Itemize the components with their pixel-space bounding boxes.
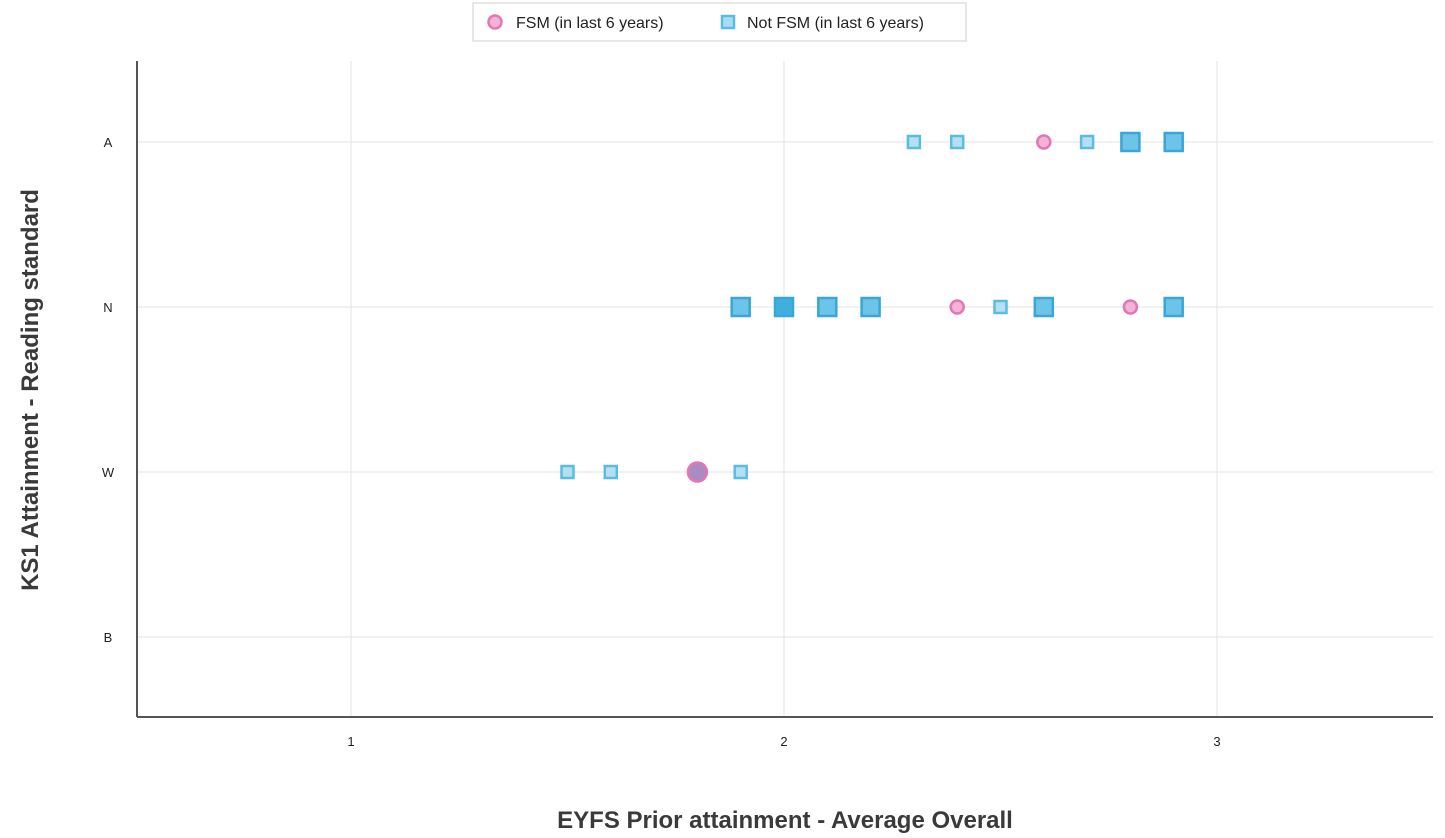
not-fsm-point bbox=[730, 296, 751, 318]
fsm-point bbox=[1122, 299, 1139, 315]
fsm-point bbox=[686, 461, 709, 483]
not-fsm-point bbox=[1033, 296, 1055, 318]
not-fsm-point bbox=[560, 464, 575, 480]
not-fsm-point bbox=[906, 134, 922, 150]
not-fsm-point bbox=[1163, 296, 1184, 318]
not-fsm-point bbox=[993, 299, 1008, 315]
legend-label-not-fsm: Not FSM (in last 6 years) bbox=[747, 15, 924, 32]
x-tick-label: 3 bbox=[1213, 734, 1220, 749]
not-fsm-point bbox=[860, 296, 881, 318]
y-axis-title: KS1 Attainment - Reading standard bbox=[17, 189, 44, 591]
y-tick-label: B bbox=[104, 630, 113, 645]
x-tick-label: 1 bbox=[347, 734, 354, 749]
tick-labels: 1 2 3 B W N A bbox=[102, 135, 1221, 749]
not-fsm-point bbox=[949, 134, 965, 150]
x-axis-title: EYFS Prior attainment - Average Overall bbox=[557, 807, 1013, 834]
not-fsm-point bbox=[1120, 131, 1141, 153]
axes bbox=[136, 61, 1433, 718]
not-fsm-point bbox=[817, 296, 838, 318]
legend-circle-marker bbox=[487, 14, 503, 30]
y-tick-label: N bbox=[103, 300, 112, 315]
legend-item-fsm: FSM (in last 6 years) bbox=[487, 14, 664, 32]
not-fsm-point bbox=[1079, 134, 1095, 150]
y-tick-label: A bbox=[104, 135, 113, 150]
not-fsm-point bbox=[733, 464, 748, 480]
fsm-point bbox=[1036, 134, 1052, 150]
not-fsm-point bbox=[1163, 131, 1184, 153]
legend-box bbox=[472, 2, 967, 42]
fsm-point bbox=[949, 299, 965, 315]
legend-item-not-fsm: Not FSM (in last 6 years) bbox=[720, 14, 924, 32]
y-tick-label: W bbox=[102, 465, 115, 480]
legend: FSM (in last 6 years) Not FSM (in last 6… bbox=[472, 2, 967, 42]
not-fsm-point bbox=[773, 296, 795, 318]
x-tick-label: 2 bbox=[780, 734, 787, 749]
data-points bbox=[560, 131, 1184, 483]
not-fsm-point bbox=[603, 464, 619, 480]
legend-square-marker bbox=[720, 14, 736, 30]
grid-lines bbox=[137, 61, 1433, 717]
legend-label-fsm: FSM (in last 6 years) bbox=[516, 15, 664, 32]
